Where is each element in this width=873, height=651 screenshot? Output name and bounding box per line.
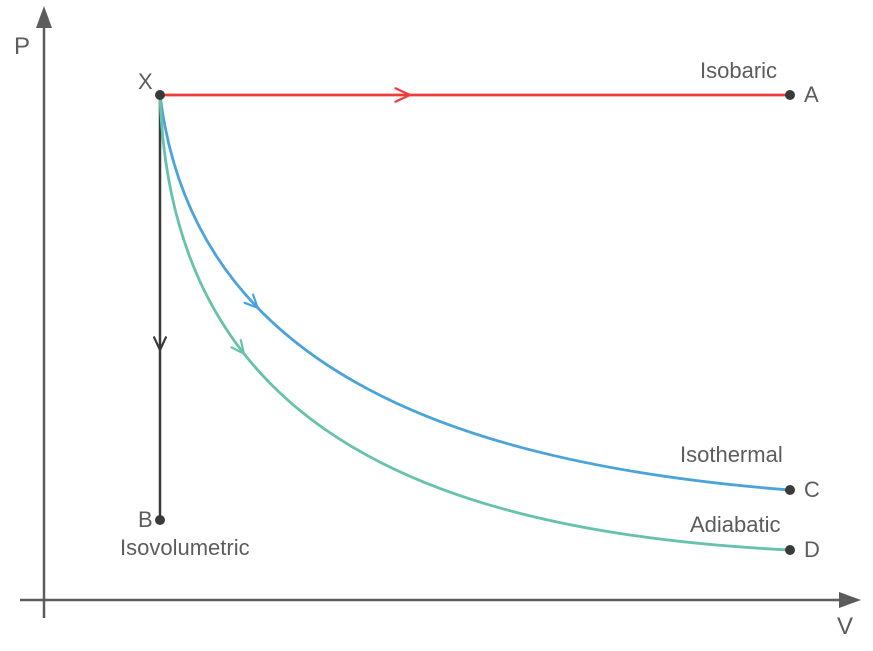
adiabatic-label: Adiabatic [690,512,781,537]
labels: X A B C D Isobaric Isovolumetric Isothermal Adia… [120,58,820,562]
point-label-a: A [804,82,819,107]
process-paths [154,88,790,550]
pv-diagram: P V X A B C D Isobaric Isovolumetric Isothermal A… [0,0,873,651]
isothermal-path [160,95,790,490]
point-a [785,90,795,100]
point-label-x: X [138,69,153,94]
point-b [155,515,165,525]
point-label-b: B [138,507,153,532]
point-x [155,90,165,100]
point-c [785,485,795,495]
point-label-d: D [804,537,820,562]
isobaric-label: Isobaric [700,58,777,83]
state-points [155,90,795,555]
isovolumetric-label: Isovolumetric [120,535,250,560]
y-axis-label: P [14,33,30,60]
isothermal-label: Isothermal [680,442,783,467]
point-d [785,545,795,555]
point-label-c: C [804,477,820,502]
x-axis-label: V [837,613,853,640]
